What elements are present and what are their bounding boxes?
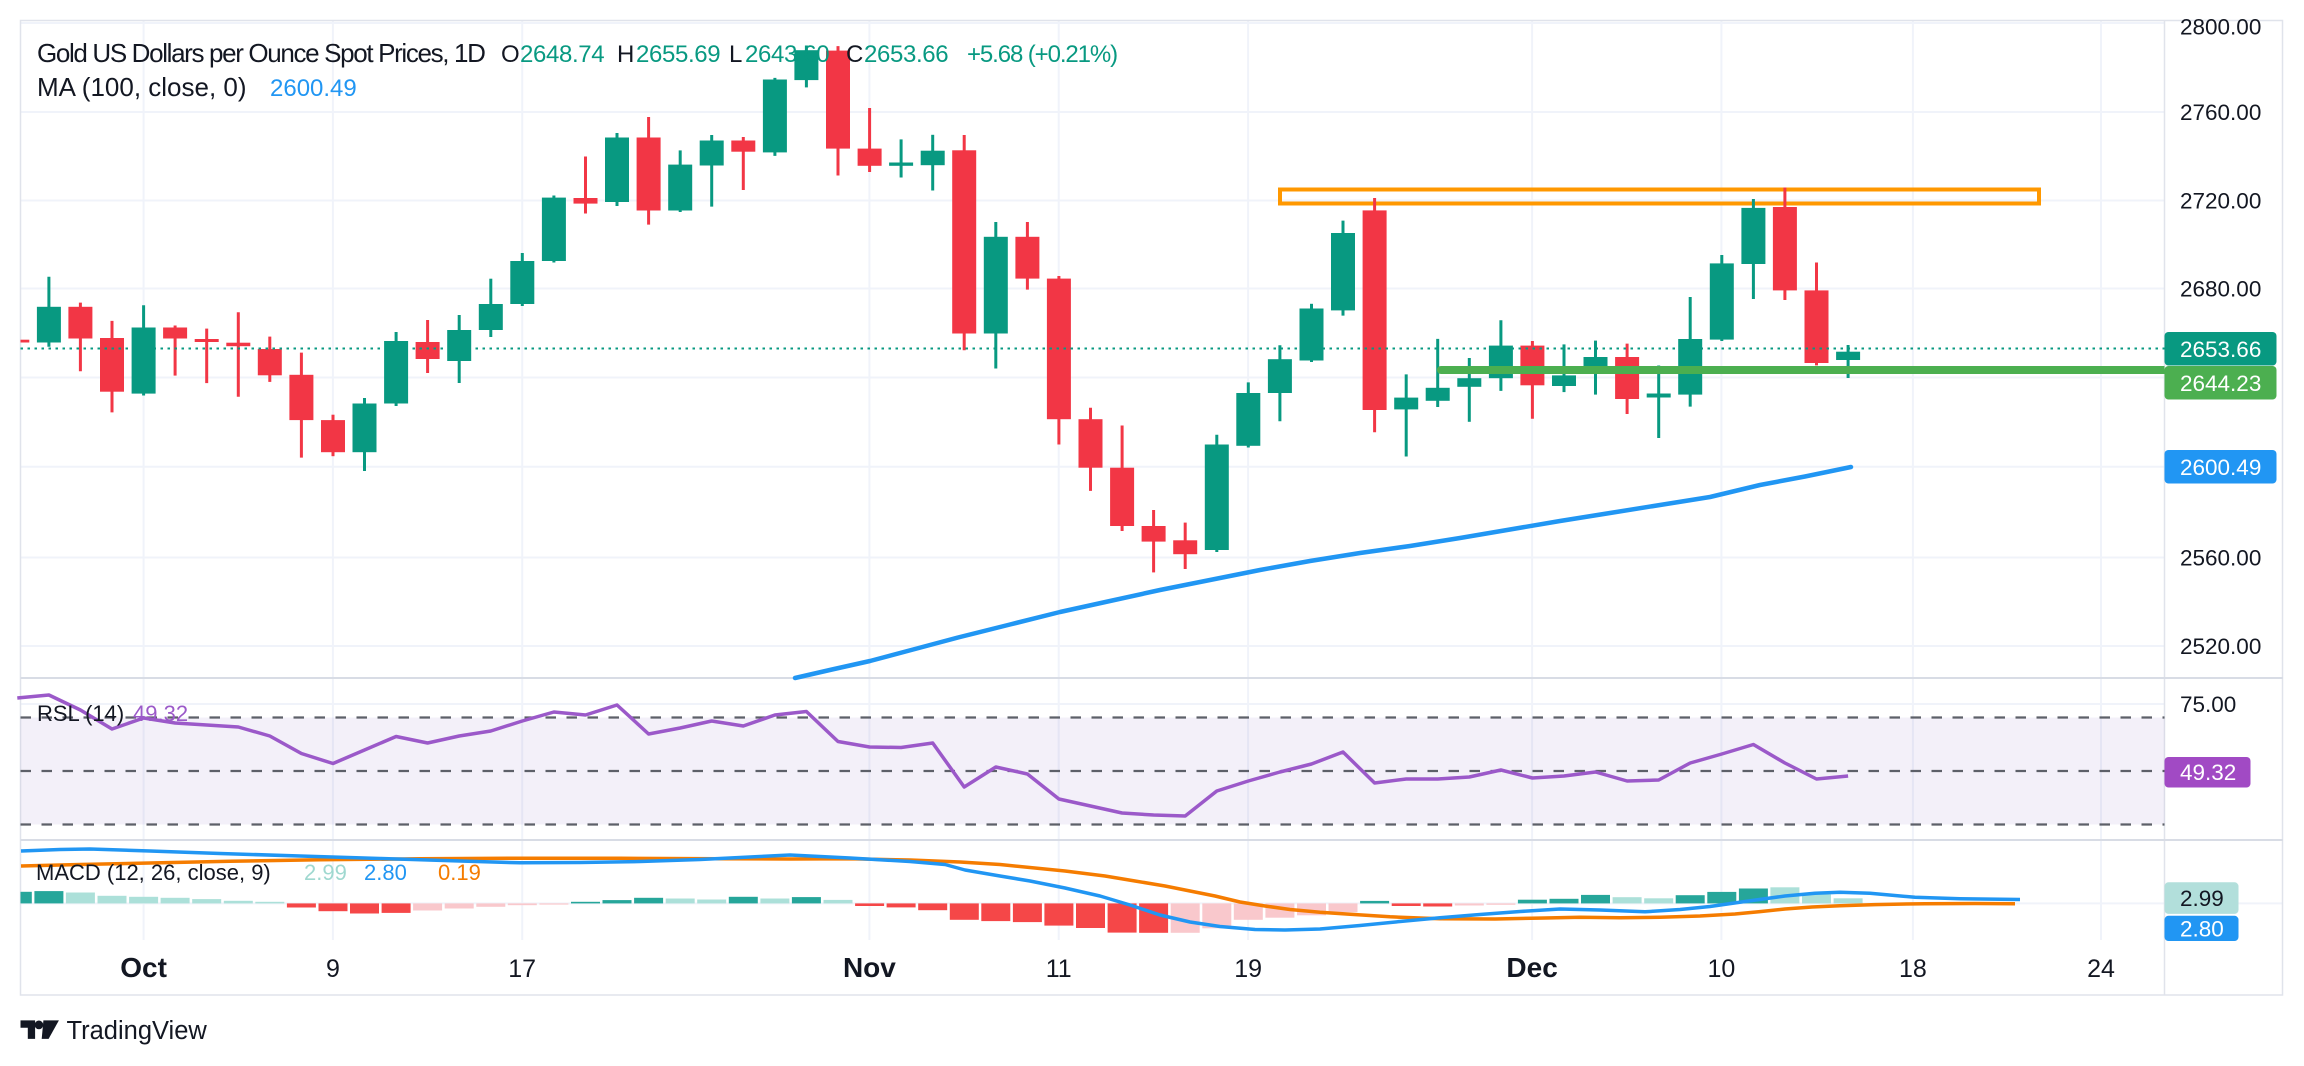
svg-text:9: 9: [326, 955, 340, 983]
svg-text:2643.60: 2643.60: [745, 41, 829, 68]
svg-text:2520.00: 2520.00: [2180, 634, 2261, 659]
svg-text:MA (100, close, 0): MA (100, close, 0): [37, 72, 247, 102]
svg-text:2653.66: 2653.66: [2180, 337, 2261, 362]
svg-text:TradingView: TradingView: [67, 1017, 208, 1045]
svg-text:2.99: 2.99: [304, 860, 347, 885]
svg-text:2560.00: 2560.00: [2180, 546, 2261, 571]
svg-text:2600.49: 2600.49: [2180, 455, 2261, 480]
svg-text:2.80: 2.80: [2180, 916, 2224, 941]
svg-text:2644.23: 2644.23: [2180, 371, 2261, 396]
svg-text:Nov: Nov: [843, 952, 896, 983]
svg-text:49.32: 49.32: [133, 701, 188, 726]
svg-text:L: L: [729, 41, 742, 68]
svg-text:11: 11: [1046, 955, 1072, 983]
svg-text:10: 10: [1707, 955, 1735, 983]
svg-text:Oct: Oct: [120, 952, 167, 983]
svg-text:2653.66: 2653.66: [864, 41, 948, 68]
svg-text:18: 18: [1899, 955, 1927, 983]
svg-text:2680.00: 2680.00: [2180, 277, 2261, 302]
svg-text:0.19: 0.19: [438, 860, 481, 885]
svg-text:2.80: 2.80: [364, 860, 407, 885]
svg-text:49.32: 49.32: [2180, 760, 2236, 785]
svg-text:17: 17: [508, 955, 536, 983]
svg-text:2800.00: 2800.00: [2180, 15, 2261, 40]
svg-text:O: O: [501, 41, 519, 68]
svg-text:+5.68 (+0.21%): +5.68 (+0.21%): [967, 41, 1117, 68]
svg-text:H: H: [617, 41, 634, 68]
svg-text:2600.49: 2600.49: [270, 75, 357, 102]
svg-text:2648.74: 2648.74: [520, 41, 604, 68]
svg-text:Dec: Dec: [1506, 952, 1557, 983]
svg-text:75.00: 75.00: [2180, 692, 2236, 717]
svg-text:24: 24: [2087, 955, 2115, 983]
svg-text:RSL (14): RSL (14): [37, 701, 124, 726]
svg-text:C: C: [846, 41, 863, 68]
svg-text:19: 19: [1234, 955, 1262, 983]
svg-text:2720.00: 2720.00: [2180, 189, 2261, 214]
svg-text:2.99: 2.99: [2180, 886, 2224, 911]
svg-text:MACD (12, 26, close, 9): MACD (12, 26, close, 9): [36, 860, 271, 885]
svg-text:2760.00: 2760.00: [2180, 100, 2261, 125]
svg-text:Gold US Dollars per Ounce Spot: Gold US Dollars per Ounce Spot Prices, 1…: [37, 38, 485, 68]
svg-text:2655.69: 2655.69: [636, 41, 720, 68]
